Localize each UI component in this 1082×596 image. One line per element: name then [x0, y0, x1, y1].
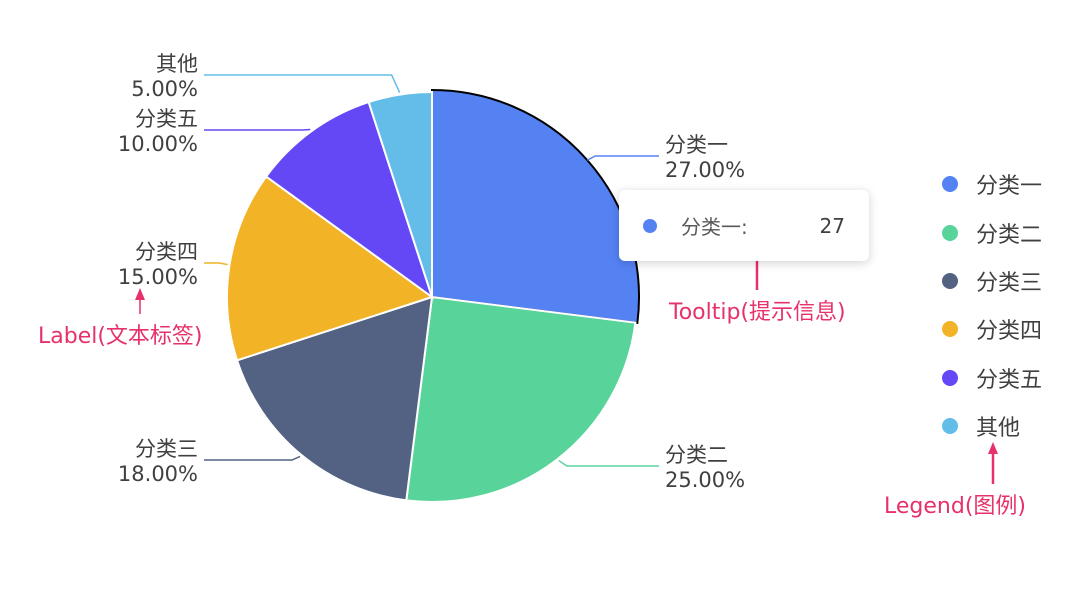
- slice-label-name: 分类一: [665, 133, 728, 157]
- slice-label-percent: 25.00%: [665, 468, 745, 492]
- label-leader-line: [559, 461, 659, 466]
- tooltip-value: 27: [820, 214, 845, 238]
- legend-item[interactable]: 分类三: [942, 257, 1042, 305]
- legend-marker: [942, 370, 958, 386]
- slice-label-name: 分类三: [135, 437, 198, 461]
- legend-marker: [942, 225, 958, 241]
- legend-label: 其他: [976, 410, 1020, 442]
- legend-label: 分类三: [976, 265, 1042, 297]
- legend-label: 分类一: [976, 168, 1042, 200]
- label-leader-line: [204, 75, 400, 93]
- label-leader-line: [204, 263, 228, 265]
- legend-marker: [942, 176, 958, 192]
- slice-label-name: 分类四: [135, 240, 198, 264]
- slice-label-name: 分类二: [665, 443, 728, 467]
- slice-label-name: 分类五: [135, 107, 198, 131]
- legend-item[interactable]: 分类一: [942, 160, 1042, 208]
- legend-item[interactable]: 其他: [942, 402, 1042, 450]
- pie-slice[interactable]: [432, 90, 639, 323]
- legend-item[interactable]: 分类二: [942, 208, 1042, 256]
- slice-label-percent: 5.00%: [131, 77, 198, 101]
- legend-item[interactable]: 分类五: [942, 354, 1042, 402]
- slice-label-percent: 10.00%: [118, 132, 198, 156]
- tooltip-marker: [643, 219, 657, 233]
- label-leader-line: [204, 456, 300, 460]
- slice-label-percent: 18.00%: [118, 462, 198, 486]
- slice-label-name: 其他: [156, 52, 198, 76]
- legend-marker: [942, 418, 958, 434]
- label-annotation: Label(文本标签): [38, 318, 203, 350]
- label-leader-line: [587, 156, 659, 160]
- legend-marker: [942, 273, 958, 289]
- legend-label: 分类四: [976, 313, 1042, 345]
- tooltip: 分类一: 27: [619, 190, 869, 261]
- slice-label-percent: 27.00%: [665, 158, 745, 182]
- legend: 分类一分类二分类三分类四分类五其他: [942, 160, 1042, 450]
- slice-label-percent: 15.00%: [118, 265, 198, 289]
- legend-marker: [942, 321, 958, 337]
- tooltip-annotation: Tooltip(提示信息): [669, 294, 846, 326]
- legend-label: 分类五: [976, 362, 1042, 394]
- legend-label: 分类二: [976, 217, 1042, 249]
- annotation-arrow-head: [135, 288, 145, 300]
- legend-item[interactable]: 分类四: [942, 305, 1042, 353]
- pie-slice[interactable]: [406, 297, 635, 502]
- tooltip-name: 分类一:: [681, 211, 748, 240]
- legend-annotation: Legend(图例): [884, 488, 1026, 520]
